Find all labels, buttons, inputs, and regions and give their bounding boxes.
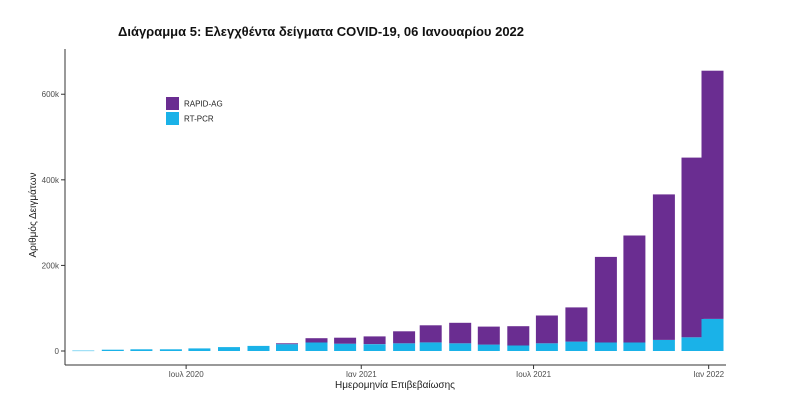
bar-rt-pcr	[159, 349, 182, 351]
bar-rt-pcr	[101, 349, 124, 351]
y-tick-label: 400k	[42, 176, 60, 185]
bar-rt-pcr	[565, 341, 588, 351]
bar-rt-pcr	[623, 342, 646, 351]
y-axis-title: Αριθμός Δειγμάτων	[27, 172, 39, 257]
bar-rt-pcr	[305, 342, 328, 351]
chart-title: Διάγραμμα 5: Ελεγχθέντα δείγματα COVID-1…	[118, 24, 525, 39]
bar-rapid-ag	[393, 331, 416, 344]
bar-rt-pcr	[247, 345, 270, 351]
legend-label: RT-PCR	[184, 115, 214, 124]
legend-swatch	[166, 112, 179, 125]
bar-rapid-ag	[701, 70, 724, 319]
bar-rt-pcr	[363, 344, 386, 351]
bar-rt-pcr	[535, 343, 558, 351]
bar-rt-pcr	[477, 344, 500, 351]
x-tick-label: Ιαν 2021	[346, 370, 377, 379]
y-tick-label: 600k	[42, 90, 60, 99]
bar-rapid-ag	[535, 315, 558, 344]
bar-rt-pcr	[130, 349, 153, 351]
y-tick-label: 200k	[42, 261, 60, 270]
bars-layer	[72, 70, 724, 352]
x-axis-title: Ημερομηνία Επιβεβαίωσης	[335, 379, 455, 391]
bar-rapid-ag	[681, 157, 704, 338]
y-ticks: 0 200k 400k 600k	[42, 90, 65, 356]
bar-rt-pcr	[507, 345, 530, 351]
bar-rt-pcr	[218, 347, 240, 351]
bar-rt-pcr	[393, 343, 416, 351]
bar-rt-pcr	[72, 350, 95, 352]
bar-rapid-ag	[594, 256, 617, 343]
bar-rt-pcr	[334, 343, 357, 351]
x-ticks: Ιουλ 2020 Ιαν 2021 Ιουλ 2021 Ιαν 2022	[169, 365, 725, 379]
bar-rt-pcr	[188, 348, 211, 351]
bar-rapid-ag	[652, 194, 675, 340]
bar-rt-pcr	[594, 342, 617, 351]
bar-rapid-ag	[334, 337, 357, 344]
x-tick-label: Ιουλ 2020	[169, 370, 205, 379]
bar-rt-pcr	[681, 337, 704, 351]
bar-rapid-ag	[477, 326, 500, 345]
bar-rapid-ag	[363, 336, 386, 345]
legend: RAPID-AG RT-PCR	[166, 97, 223, 125]
legend-swatch	[166, 97, 179, 110]
bar-rapid-ag	[565, 307, 588, 342]
x-tick-label: Ιουλ 2021	[516, 370, 552, 379]
bar-rt-pcr	[652, 339, 675, 351]
legend-label: RAPID-AG	[184, 100, 223, 109]
y-tick-label: 0	[55, 347, 60, 356]
bar-rt-pcr	[701, 318, 724, 351]
bar-rt-pcr	[419, 342, 442, 351]
bar-rapid-ag	[276, 343, 298, 345]
bar-rapid-ag	[419, 325, 442, 343]
bar-rapid-ag	[507, 326, 530, 346]
bar-rapid-ag	[305, 338, 328, 343]
bar-rapid-ag	[449, 322, 472, 344]
bar-rt-pcr	[276, 344, 298, 351]
bar-rt-pcr	[449, 343, 472, 351]
x-tick-label: Ιαν 2022	[693, 370, 724, 379]
bar-rapid-ag	[623, 235, 646, 343]
